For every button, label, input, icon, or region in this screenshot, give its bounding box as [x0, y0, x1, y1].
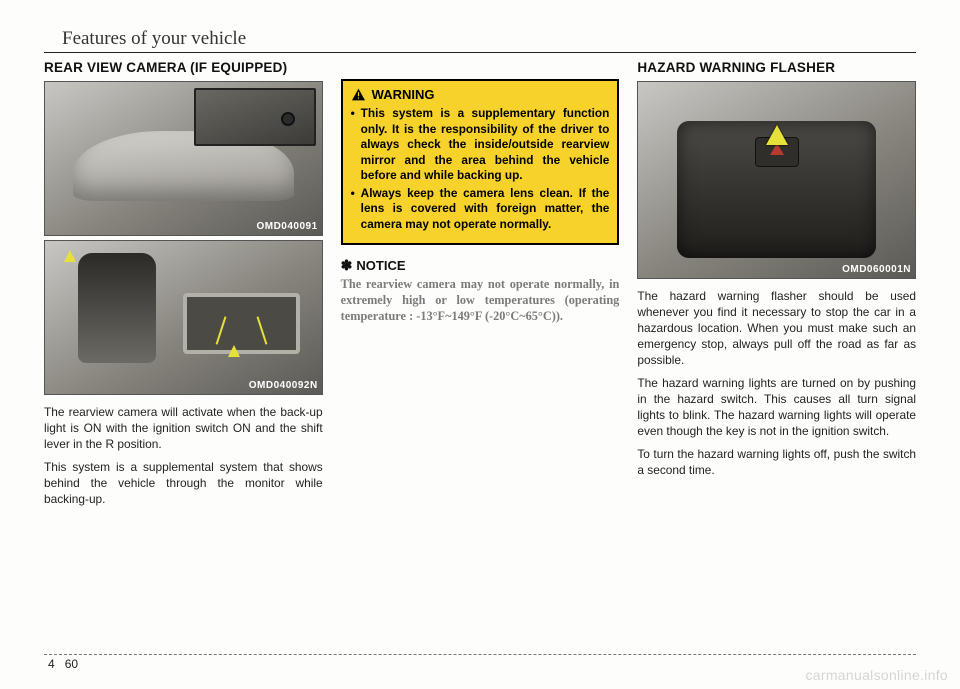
column-middle: WARNING This system is a supplementary f… — [341, 60, 620, 508]
body-paragraph: The hazard warning flasher should be use… — [637, 289, 916, 369]
page-number: 4 60 — [44, 657, 916, 671]
body-paragraph: This system is a supplemental system tha… — [44, 460, 323, 508]
warning-item: This system is a supplementary function … — [351, 106, 610, 184]
column-right: HAZARD WARNING FLASHER OMD060001N The ha… — [637, 60, 916, 508]
guide-line-left — [215, 316, 226, 344]
hazard-flasher-heading: HAZARD WARNING FLASHER — [637, 60, 916, 75]
watermark-text: carmanualsonline.info — [806, 667, 949, 683]
arrow-up-icon — [228, 345, 240, 357]
body-paragraph: The hazard warning lights are turned on … — [637, 376, 916, 440]
figure-label: OMD040092N — [249, 380, 318, 391]
page-number-value: 60 — [65, 657, 78, 671]
section-number: 4 — [48, 657, 55, 671]
figure-rear-camera-interior: OMD040092N — [44, 240, 323, 395]
warning-triangle-icon — [351, 88, 366, 101]
footer-rule — [44, 654, 916, 655]
camera-lens-icon — [281, 112, 295, 126]
manual-page: Features of your vehicle REAR VIEW CAMER… — [0, 0, 960, 689]
backup-screen-illustration — [183, 293, 299, 354]
body-paragraph: To turn the hazard warning lights off, p… — [637, 447, 916, 479]
arrow-up-icon — [766, 125, 788, 145]
column-left: REAR VIEW CAMERA (IF EQUIPPED) OMD040091… — [44, 60, 323, 508]
figure-label: OMD060001N — [842, 264, 911, 275]
warning-box: WARNING This system is a supplementary f… — [341, 79, 620, 245]
chapter-title: Features of your vehicle — [44, 28, 916, 50]
notice-star-icon: ✽ — [341, 257, 353, 273]
figure-label: OMD040091 — [256, 221, 317, 232]
notice-heading: ✽NOTICE — [341, 257, 620, 274]
warning-list: This system is a supplementary function … — [351, 106, 610, 233]
rear-camera-heading: REAR VIEW CAMERA (IF EQUIPPED) — [44, 60, 323, 75]
gear-shift-illustration — [78, 253, 155, 363]
notice-body: The rearview camera may not operate norm… — [341, 276, 620, 325]
body-paragraph: The rearview camera will activate when t… — [44, 405, 323, 453]
arrow-up-icon — [64, 250, 76, 262]
guide-line-right — [257, 316, 268, 344]
figure-rear-camera-exterior: OMD040091 — [44, 81, 323, 236]
content-columns: REAR VIEW CAMERA (IF EQUIPPED) OMD040091… — [44, 60, 916, 508]
spacer — [341, 60, 620, 79]
camera-inset-frame — [194, 88, 316, 146]
page-footer: 4 60 — [44, 654, 916, 671]
notice-label-text: NOTICE — [356, 258, 405, 273]
header-rule — [44, 52, 916, 53]
warning-item: Always keep the camera lens clean. If th… — [351, 186, 610, 233]
warning-heading: WARNING — [351, 87, 610, 102]
warning-label-text: WARNING — [372, 87, 435, 102]
figure-hazard-flasher: OMD060001N — [637, 81, 916, 279]
